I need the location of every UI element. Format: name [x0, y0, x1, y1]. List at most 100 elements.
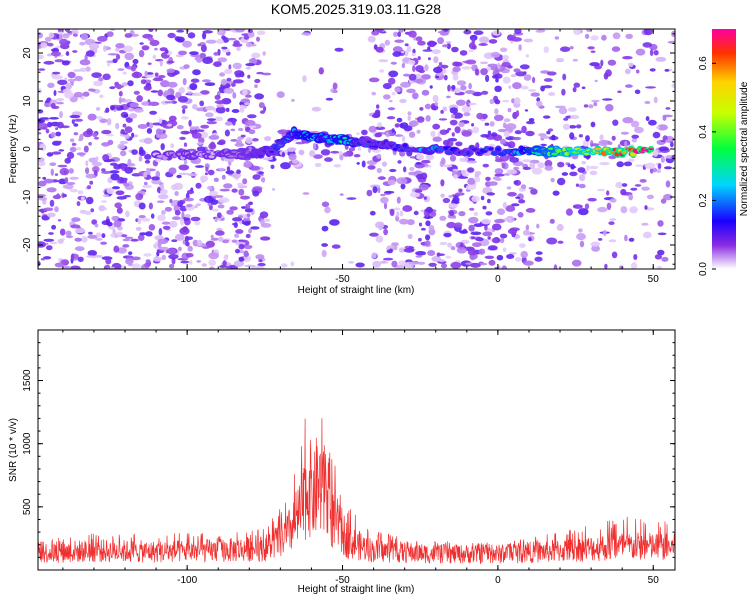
noise-blob — [160, 183, 165, 191]
noise-blob — [209, 266, 215, 269]
noise-blob — [62, 184, 68, 189]
noise-blob — [58, 33, 63, 41]
noise-blob — [196, 239, 203, 246]
noise-blob — [236, 139, 243, 146]
noise-blob — [161, 254, 167, 260]
noise-blob — [184, 131, 189, 135]
noise-blob — [258, 259, 263, 263]
noise-blob — [58, 149, 65, 152]
noise-blob — [74, 75, 83, 82]
noise-blob — [89, 180, 94, 185]
noise-blob — [190, 216, 201, 222]
noise-blob — [40, 258, 46, 261]
noise-blob — [167, 81, 178, 88]
noise-blob — [601, 34, 607, 41]
noise-blob — [460, 85, 467, 91]
noise-blob — [589, 62, 600, 67]
noise-blob — [449, 107, 458, 114]
noise-blob — [557, 240, 564, 244]
noise-blob — [56, 101, 64, 105]
noise-blob — [587, 197, 597, 202]
noise-blob — [132, 58, 139, 65]
noise-blob — [47, 121, 53, 128]
noise-blob — [361, 129, 368, 136]
noise-blob — [391, 128, 395, 134]
noise-blob — [321, 201, 330, 208]
noise-blob — [107, 139, 114, 146]
noise-blob — [214, 100, 226, 105]
noise-blob — [366, 189, 373, 197]
noise-blob — [432, 94, 439, 103]
noise-blob — [109, 162, 118, 166]
noise-blob — [115, 47, 120, 52]
noise-blob — [176, 174, 182, 179]
noise-blob — [180, 217, 185, 226]
noise-blob — [102, 194, 110, 198]
noise-blob — [472, 91, 483, 97]
noise-blob — [38, 196, 48, 201]
noise-blob — [438, 259, 446, 263]
noise-blob — [625, 33, 633, 40]
noise-blob — [445, 129, 450, 134]
noise-blob — [245, 137, 253, 144]
noise-blob — [91, 161, 103, 167]
noise-blob — [458, 211, 466, 217]
noise-blob — [151, 176, 160, 181]
noise-blob — [242, 178, 248, 185]
noise-blob — [438, 118, 448, 121]
noise-blob — [657, 124, 668, 131]
noise-blob — [244, 102, 251, 106]
noise-blob — [449, 155, 457, 162]
noise-blob — [657, 163, 662, 170]
noise-blob — [471, 236, 476, 239]
noise-blob — [207, 202, 212, 207]
noise-blob — [450, 261, 462, 269]
noise-blob — [147, 62, 152, 65]
noise-blob — [611, 251, 618, 259]
noise-blob — [230, 139, 239, 142]
noise-blob — [537, 162, 545, 169]
noise-blob — [628, 194, 633, 201]
noise-blob — [164, 101, 174, 104]
noise-blob — [368, 77, 380, 83]
noise-blob — [432, 136, 442, 142]
noise-blob — [224, 68, 233, 75]
noise-blob — [456, 80, 467, 86]
noise-blob — [195, 203, 201, 207]
noise-blob — [591, 99, 600, 103]
noise-blob — [179, 136, 186, 140]
noise-blob — [494, 85, 502, 93]
noise-blob — [653, 96, 658, 104]
noise-blob — [86, 185, 92, 190]
noise-blob — [623, 161, 633, 167]
colorbar-tick-label: 0.2 — [698, 193, 709, 207]
noise-blob — [629, 206, 638, 214]
noise-blob — [367, 35, 376, 43]
noise-blob — [100, 241, 107, 245]
noise-blob — [376, 153, 382, 159]
noise-blob — [540, 135, 550, 139]
noise-blob — [85, 196, 94, 205]
noise-blob — [408, 131, 416, 138]
noise-blob — [118, 90, 123, 97]
noise-blob — [218, 167, 225, 171]
noise-blob — [645, 86, 656, 89]
noise-blob — [243, 250, 249, 258]
noise-blob — [161, 221, 171, 225]
colorbar-tick-label: 0.6 — [698, 56, 709, 70]
noise-blob — [420, 209, 424, 213]
noise-blob — [276, 91, 285, 98]
noise-blob — [184, 235, 189, 243]
signal-core — [648, 148, 654, 151]
noise-blob — [505, 205, 516, 212]
noise-blob — [105, 107, 110, 113]
noise-blob — [106, 31, 114, 37]
noise-blob — [546, 130, 551, 135]
noise-blob — [204, 172, 208, 175]
noise-blob — [657, 220, 664, 227]
noise-blob — [599, 162, 610, 166]
noise-blob — [201, 263, 207, 267]
noise-blob — [261, 177, 266, 183]
noise-blob — [389, 168, 397, 173]
